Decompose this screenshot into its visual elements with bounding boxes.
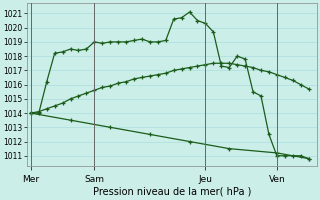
X-axis label: Pression niveau de la mer( hPa ): Pression niveau de la mer( hPa ) [92,187,251,197]
